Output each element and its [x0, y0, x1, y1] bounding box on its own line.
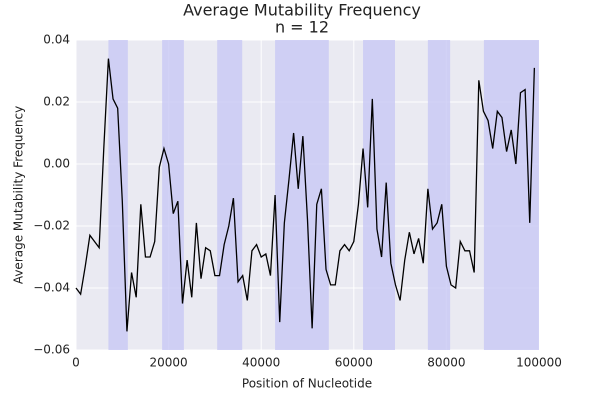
x-tick-label: 100000: [516, 356, 562, 370]
chart-subtitle: n = 12: [275, 18, 329, 37]
x-tick-label: 0: [72, 356, 80, 370]
x-tick-label: 40000: [242, 356, 280, 370]
highlight-span: [217, 40, 243, 350]
y-tick-label: 0.00: [43, 157, 70, 171]
data-line: [75, 58, 536, 332]
x-tick-label: 80000: [427, 356, 465, 370]
y-tick-label: −0.06: [33, 343, 70, 357]
y-tick-label: 0.02: [43, 95, 70, 109]
y-tick-label: −0.04: [33, 281, 70, 295]
x-tick-label: 20000: [150, 356, 188, 370]
x-tick-label: 60000: [335, 356, 373, 370]
y-tick-label: −0.02: [33, 219, 70, 233]
highlight-span: [427, 40, 451, 350]
y-axis-label: Average Mutability Frequency: [12, 106, 26, 284]
highlight-span: [162, 40, 184, 350]
highlight-span: [108, 40, 128, 350]
x-axis-label: Position of Nucleotide: [242, 377, 372, 391]
highlight-span: [483, 40, 539, 350]
y-tick-label: 0.04: [43, 33, 70, 47]
chart-title: Average Mutability Frequency: [183, 1, 421, 20]
highlight-span: [275, 40, 329, 350]
